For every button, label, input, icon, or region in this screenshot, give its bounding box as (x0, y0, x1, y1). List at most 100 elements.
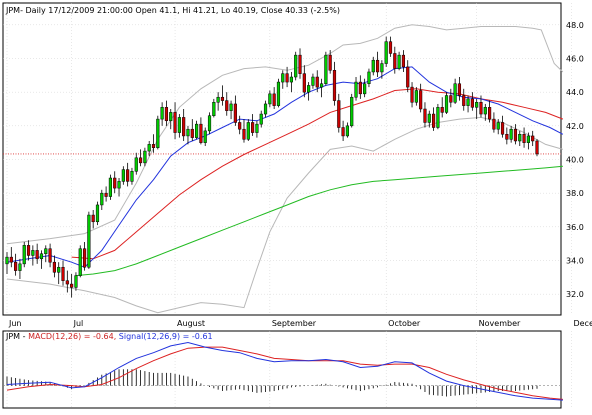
candle (358, 75, 362, 99)
candle-body-down (535, 140, 539, 155)
candle (160, 102, 164, 126)
candle-body-down (126, 169, 130, 182)
candle (182, 109, 186, 141)
candle (263, 100, 268, 118)
candle-body-up (108, 177, 113, 197)
candle-body-up (319, 83, 324, 88)
candle-body-down (164, 107, 169, 122)
candle-body-down (449, 95, 453, 103)
candle (113, 171, 117, 194)
candle (121, 166, 125, 185)
candle (203, 127, 207, 147)
candle-body-up (212, 102, 216, 116)
candle (289, 71, 293, 93)
candle (156, 115, 160, 150)
candle (319, 78, 324, 98)
candle-body-down (423, 108, 427, 123)
date-tick-label: October (388, 319, 421, 328)
candle (87, 211, 91, 269)
candle (74, 272, 78, 291)
candle (483, 103, 487, 121)
candle (341, 120, 345, 141)
candle-body-up (307, 85, 311, 93)
candle (246, 119, 250, 141)
candle-body-up (289, 76, 293, 83)
candle-body-up (509, 128, 513, 140)
candle-body-up (186, 128, 190, 137)
candle (225, 92, 229, 116)
candle-body-down (462, 95, 466, 106)
candle (431, 107, 436, 131)
macd-panel-frame (2, 330, 562, 409)
candle (354, 77, 358, 101)
candle-body-down (70, 283, 74, 288)
candle-body-up (87, 214, 91, 268)
candle (57, 262, 61, 285)
candle-body-down (104, 192, 108, 197)
candle-body-down (302, 73, 306, 93)
candlesticks (5, 36, 539, 298)
candle-body-up (95, 204, 100, 223)
candle (492, 112, 496, 133)
candle (169, 109, 173, 130)
candle-body-down (26, 245, 31, 256)
candle (251, 114, 255, 136)
grid-lines (3, 3, 572, 408)
candle-body-up (324, 54, 328, 85)
candle-body-up (526, 135, 530, 143)
candle-body-down (233, 103, 237, 123)
candle (375, 51, 380, 78)
candle-body-down (65, 280, 69, 285)
candle-body-down (315, 76, 319, 88)
candle (505, 127, 509, 145)
candle-body-up (121, 169, 125, 182)
candle-body-up (100, 192, 104, 206)
price-axis-labels: 32.0 34.0 36.0 38.0 40.0 42.0 44.0 46.0 48.0 (566, 21, 584, 299)
candle (138, 149, 143, 167)
candle-body-up (268, 93, 272, 105)
candle (294, 51, 298, 81)
candle (229, 100, 233, 120)
price-tick-label: 38.0 (566, 189, 584, 198)
date-tick-label: Jul (73, 319, 84, 328)
candle-body-up (57, 266, 61, 273)
candle (35, 243, 39, 264)
candle-body-down (285, 73, 289, 83)
candle-body-down (61, 266, 65, 281)
candle-body-up (276, 81, 281, 106)
candle-body-up (78, 248, 82, 276)
candle-body-down (337, 100, 341, 128)
date-tick-label: December (573, 319, 592, 328)
candle-body-up (259, 113, 263, 125)
candle (410, 82, 414, 108)
moving-average-short-line (6, 66, 564, 268)
candle (9, 247, 13, 268)
candle (268, 90, 272, 108)
candle (242, 119, 246, 143)
candle-body-up (39, 253, 44, 260)
candle-body-up (345, 125, 349, 137)
candle-body-down (138, 157, 143, 164)
candle-body-up (311, 76, 315, 86)
candle-body-up (117, 181, 121, 189)
candle-body-down (113, 177, 117, 189)
candle-body-down (173, 112, 177, 133)
candle (143, 147, 147, 167)
candle-body-up (397, 54, 401, 69)
candle-body-up (22, 245, 26, 265)
candle (5, 252, 9, 274)
candle (337, 93, 341, 133)
candle (195, 120, 199, 140)
candle (104, 186, 108, 202)
candle-body-down (91, 214, 95, 223)
candle (388, 36, 393, 57)
candle-body-down (488, 107, 492, 120)
candle (255, 120, 259, 138)
candle-body-up (169, 112, 173, 122)
candle-body-down (500, 122, 505, 135)
candle-body-down (328, 54, 332, 71)
candle (466, 95, 470, 113)
candle (449, 88, 453, 108)
candle-body-down (388, 41, 393, 54)
